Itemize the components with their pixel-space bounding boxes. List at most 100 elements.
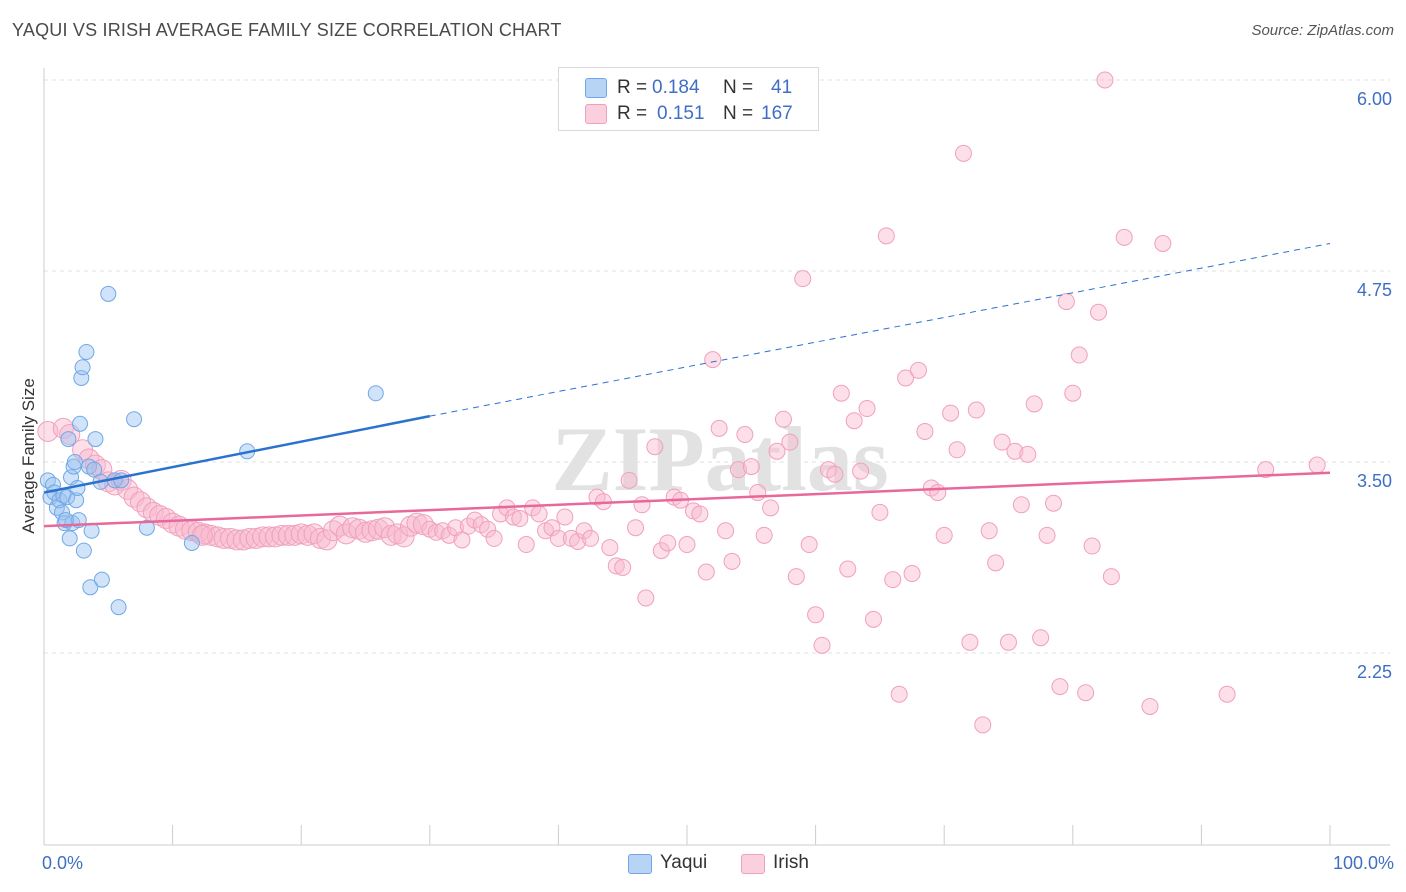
irish-point [485,529,503,547]
legend-box: R = 0.184 N = 41 R = 0.151 N = 167 [558,67,819,131]
irish-point [839,560,857,578]
legend-r-label: R = [617,103,648,124]
irish-point [607,557,625,575]
yaqui-point [68,492,85,509]
yaqui-trend-extension [429,243,1331,417]
irish-point [916,422,934,440]
irish-point [620,471,638,489]
x-tick-label: 0.0% [42,853,83,873]
irish-point [1154,234,1172,252]
irish-point [961,633,979,651]
irish-point [826,465,844,483]
irish-point [787,568,805,586]
irish-point [697,563,715,581]
irish-point [858,400,876,418]
irish-point [807,606,825,624]
irish-swatch [741,854,765,874]
yaqui-point [59,489,76,506]
yaqui-point [72,415,89,432]
y-tick-label: 3.50 [1357,471,1392,491]
irish-point [309,527,331,549]
irish-point [1012,496,1030,514]
yaqui-point [183,534,200,551]
irish-point [871,503,889,521]
irish-point [387,523,409,545]
y-tick-label: 2.25 [1357,662,1392,682]
x-tick-label: 100.0% [1333,853,1394,873]
irish-point [601,539,619,557]
irish-point [864,610,882,628]
irish-point [755,526,773,544]
irish-point [729,461,747,479]
irish-point [813,636,831,654]
irish-point [1051,678,1069,696]
irish-point [335,523,357,545]
irish-point [993,433,1011,451]
irish-point [749,484,767,502]
irish-point [637,589,655,607]
irish-point [1102,568,1120,586]
irish-point [1070,346,1088,364]
legend-n-value: 41 [771,77,793,98]
chart-title: YAQUI VS IRISH AVERAGE FAMILY SIZE CORRE… [12,20,562,40]
yaqui-points [39,285,384,616]
irish-point [582,529,600,547]
irish-point [1218,685,1236,703]
irish-point [517,536,535,554]
yaqui-point [75,542,92,559]
irish-point [948,441,966,459]
irish-point [659,534,677,552]
irish-point [1019,445,1037,463]
irish-point [427,523,445,541]
irish-point [459,517,477,535]
irish-point [967,401,985,419]
irish-point [980,522,998,540]
irish-point [1064,384,1082,402]
irish-point [781,433,799,451]
irish-point [717,522,735,540]
irish-point [877,227,895,245]
irish-point [845,412,863,430]
irish-point [1038,526,1056,544]
irish-point [284,524,306,546]
irish-point [954,144,972,162]
irish-point [1077,684,1095,702]
legend-r-value: 0.184 [652,77,700,98]
irish-trend-line [43,471,1331,528]
irish-point [37,420,59,442]
irish-point [524,499,542,517]
irish-point [884,571,902,589]
irish-point [633,496,651,514]
legend-n-label: N = [723,77,754,98]
irish-point [890,685,908,703]
yaqui-point [138,519,155,536]
irish-point [393,526,415,548]
irish-point [691,505,709,523]
source-label: Source: ZipAtlas.com [1251,22,1394,39]
yaqui-point [87,431,104,448]
irish-point [935,526,953,544]
irish-point [1006,442,1024,460]
irish-swatch [585,104,607,124]
yaqui-swatch [585,78,607,98]
irish-point [271,524,293,546]
y-tick-label: 6.00 [1357,89,1392,109]
irish-point [569,532,587,550]
yaqui-point [61,530,78,547]
yaqui-point [82,579,99,596]
irish-point [974,716,992,734]
irish-point [852,462,870,480]
yaqui-point [57,512,74,529]
irish-point [723,552,741,570]
irish-point [1057,293,1075,311]
irish-point [710,419,728,437]
irish-point [704,351,722,369]
yaqui-point [60,431,77,448]
yaqui-point [93,571,110,588]
irish-point [511,510,529,528]
irish-point [162,512,184,534]
irish-point [987,554,1005,572]
irish-point [1000,633,1017,651]
irish-point [897,369,915,387]
irish-point [832,384,850,402]
